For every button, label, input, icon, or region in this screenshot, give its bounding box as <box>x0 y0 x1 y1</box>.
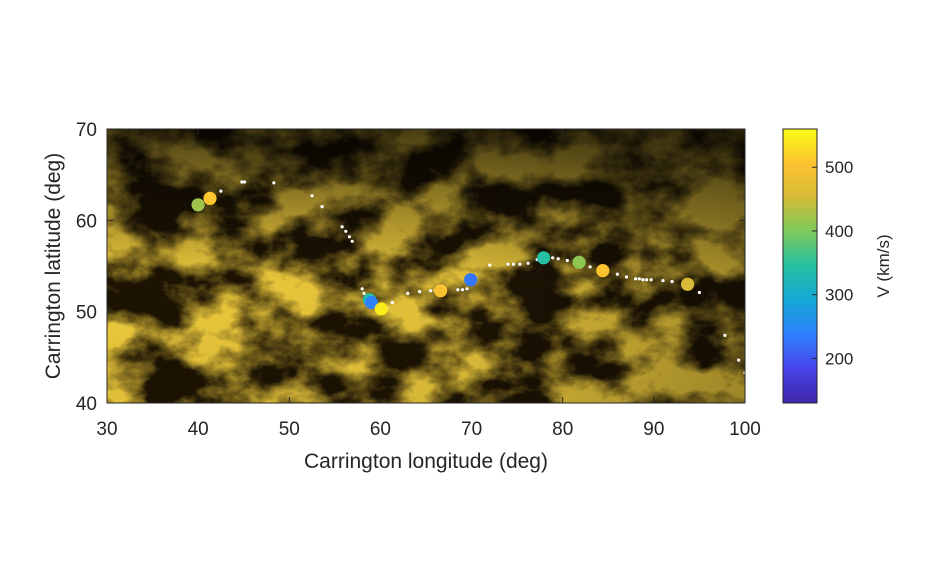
speed-point <box>464 273 478 287</box>
y-axis: 40 50 60 70 <box>76 120 745 415</box>
speed-point <box>434 284 448 298</box>
y-tick-label: 70 <box>76 120 97 141</box>
trajectory-dot <box>429 289 433 293</box>
x-tick-label: 90 <box>643 419 664 440</box>
colorbar-tick-label: 500 <box>825 158 853 177</box>
y-tick-label: 60 <box>76 211 97 232</box>
trajectory-dot <box>697 290 702 295</box>
y-tick-label: 40 <box>76 394 97 415</box>
x-tick-label: 80 <box>552 419 573 440</box>
speed-point <box>374 302 388 316</box>
trajectory-dot <box>360 287 364 291</box>
trajectory-dot <box>460 288 465 292</box>
x-axis: 30 40 50 60 70 80 90 100 <box>96 129 761 440</box>
colorbar-ticks: 200 300 400 500 <box>812 158 853 368</box>
x-tick-label: 70 <box>461 419 482 440</box>
trajectory-dot <box>406 291 410 295</box>
trajectory-dot <box>556 257 560 261</box>
trajectory-dot <box>551 256 555 260</box>
plot-area <box>107 129 745 403</box>
trajectory-layer <box>210 180 745 375</box>
speed-point <box>203 191 217 205</box>
x-tick-label: 40 <box>188 419 209 440</box>
trajectory-dot <box>723 333 727 337</box>
speed-point <box>191 198 205 212</box>
trajectory-dot <box>637 277 641 281</box>
trajectory-dot <box>661 279 665 283</box>
y-axis-label: Carrington latitude (deg) <box>42 153 65 379</box>
trajectory-dot <box>362 291 366 295</box>
trajectory-dot <box>615 272 620 276</box>
trajectory-dot <box>219 189 223 193</box>
trajectory-dot <box>624 275 629 279</box>
trajectory-dot <box>526 261 530 265</box>
trajectory-dot <box>390 300 394 305</box>
trajectory-dot <box>350 239 354 243</box>
trajectory-dot <box>588 265 592 269</box>
speed-point <box>364 295 378 310</box>
trajectory-dot <box>243 180 247 184</box>
colorbar-gradient <box>782 128 818 404</box>
x-tick-label: 100 <box>729 419 761 440</box>
y-tick-label: 50 <box>76 303 97 324</box>
trajectory-dot <box>240 180 244 184</box>
trajectory-dot <box>565 258 569 263</box>
x-tick-label: 50 <box>279 419 300 440</box>
colorbar-tick-label: 200 <box>825 349 853 368</box>
x-tick-label: 60 <box>370 419 391 440</box>
speed-point <box>537 251 551 265</box>
trajectory-dot <box>347 235 351 239</box>
trajectory-dot <box>320 205 324 209</box>
trajectory-dot <box>456 288 460 292</box>
speed-point <box>596 264 610 278</box>
trajectory-dot <box>518 262 522 266</box>
trajectory-dot <box>645 278 649 282</box>
points-layer <box>191 191 695 316</box>
colorbar-tick-label: 400 <box>825 222 853 241</box>
trajectory-dot <box>344 229 348 233</box>
colorbar: 200 300 400 500 V (km/s) <box>782 128 893 404</box>
trajectory-dot <box>649 278 653 282</box>
trajectory-dot <box>634 277 638 281</box>
trajectory-dot <box>272 181 276 185</box>
trajectory-dot <box>641 278 645 282</box>
map-shade-right <box>107 129 745 403</box>
speed-point <box>681 277 695 291</box>
x-tick-label: 30 <box>96 419 117 440</box>
trajectory-dot <box>488 263 492 267</box>
plot-frame <box>106 128 746 404</box>
trajectory-dot <box>670 279 674 284</box>
colorbar-label: V (km/s) <box>874 234 893 297</box>
trajectory-dot <box>511 262 516 266</box>
trajectory-dot <box>737 358 741 362</box>
trajectory-dot <box>310 194 314 198</box>
trajectory-dot <box>506 262 510 266</box>
trajectory-dot <box>340 225 344 229</box>
trajectory-dot <box>465 287 469 291</box>
speed-point <box>572 255 586 269</box>
trajectory-dot <box>418 290 422 294</box>
colorbar-tick-label: 300 <box>825 286 853 305</box>
x-axis-label: Carrington longitude (deg) <box>304 450 548 473</box>
